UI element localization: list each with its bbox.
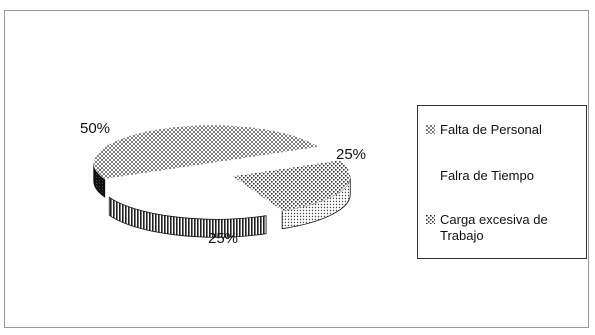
legend-label: Carga excesiva de Trabajo (440, 212, 548, 243)
pie-chart: 25% 25% 50% (80, 120, 366, 247)
pie-value-label: 25% (208, 230, 238, 247)
pie-slices-group (93, 124, 351, 238)
pie-slice-side (108, 196, 267, 238)
chart-frame: 25% 25% 50% Falta de Personal Falra de Tie… (4, 10, 589, 328)
pie-slice-falra-de-tiempo (108, 196, 267, 238)
legend-entry-falta-de-personal: Falta de Personal (426, 122, 584, 138)
chart-legend: Falta de Personal Falra de Tiempo Carga … (417, 105, 587, 259)
legend-entry-falra-de-tiempo: Falra de Tiempo (426, 168, 584, 184)
legend-label: Falra de Tiempo (440, 168, 534, 183)
pie-slice-top (93, 124, 320, 180)
pie-value-label: 50% (80, 120, 110, 137)
legend-label: Falta de Personal (440, 122, 542, 137)
pie-slice-top (231, 159, 351, 211)
pie-slice-falta-de-personal (231, 159, 351, 230)
pie-labels-group: 25% 25% 50% (80, 120, 366, 247)
legend-swatch-dots-icon (426, 125, 435, 134)
pie-value-label: 25% (336, 146, 366, 163)
legend-entry-carga-excesiva: Carga excesiva de Trabajo (426, 212, 584, 244)
pie-slice-carga-excesiva (93, 124, 320, 198)
legend-swatch-checker-icon (426, 215, 435, 224)
